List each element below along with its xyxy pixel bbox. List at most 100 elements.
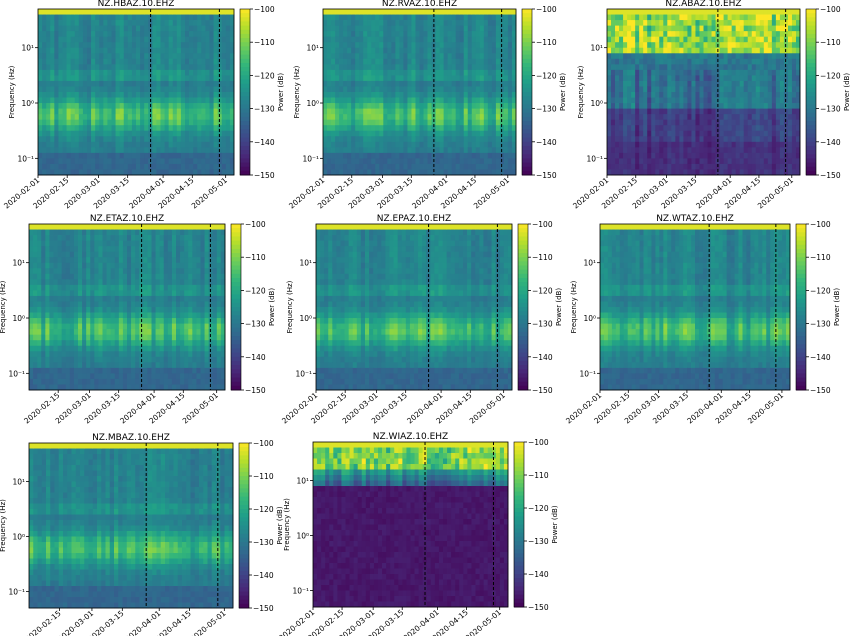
heatmap-cell xyxy=(475,103,481,109)
heatmap-cell xyxy=(107,108,112,115)
heatmap-cell xyxy=(715,114,720,121)
heatmap-cell xyxy=(635,47,640,54)
heatmap-cell xyxy=(751,9,757,15)
heatmap-cell xyxy=(703,58,708,65)
heatmap-cell xyxy=(415,130,420,137)
heatmap-cell xyxy=(387,53,392,60)
heatmap-cell xyxy=(115,97,121,104)
heatmap-cell xyxy=(103,69,108,76)
heatmap-cell xyxy=(475,25,481,32)
heatmap-cell xyxy=(467,114,473,121)
heatmap-cell xyxy=(499,152,505,159)
heatmap-cell xyxy=(643,125,648,132)
heatmap-cell xyxy=(343,169,348,176)
heatmap-cell xyxy=(86,251,91,258)
heatmap-cell xyxy=(707,36,712,43)
heatmap-cell xyxy=(755,152,761,159)
heatmap-cell xyxy=(607,92,612,98)
heatmap-cell xyxy=(168,58,174,65)
heatmap-cell xyxy=(383,58,388,65)
colorbar-segment xyxy=(806,21,816,27)
heatmap-cell xyxy=(127,20,133,26)
heatmap-cell xyxy=(435,147,440,154)
heatmap-cell xyxy=(395,119,400,126)
heatmap-cell xyxy=(491,158,497,165)
heatmap-cell xyxy=(763,97,769,104)
heatmap-cell xyxy=(699,163,704,170)
heatmap-cell xyxy=(201,125,206,132)
heatmap-cell xyxy=(99,141,104,148)
heatmap-cell xyxy=(463,92,469,98)
heatmap-cell xyxy=(61,340,67,347)
heatmap-cell xyxy=(787,64,793,71)
heatmap-cell xyxy=(359,64,364,71)
heatmap-cell xyxy=(707,108,712,115)
heatmap-cell xyxy=(41,284,46,291)
heatmap-cell xyxy=(791,169,797,176)
heatmap-cell xyxy=(37,312,42,319)
heatmap-cell xyxy=(379,130,384,137)
heatmap-cell xyxy=(107,53,112,60)
heatmap-cell xyxy=(160,147,165,154)
heatmap-cell xyxy=(471,80,477,87)
heatmap-cell xyxy=(679,25,684,32)
heatmap-cells xyxy=(29,224,226,391)
heatmap-cell xyxy=(779,53,785,60)
heatmap-cell xyxy=(140,163,145,170)
heatmap-cell xyxy=(103,141,108,148)
heatmap-cell xyxy=(435,36,440,43)
heatmap-cell xyxy=(87,97,92,104)
heatmap-cell xyxy=(419,136,424,143)
heatmap-cell xyxy=(189,47,194,54)
heatmap-cell xyxy=(82,307,87,313)
heatmap-cell xyxy=(771,125,777,132)
heatmap-cell xyxy=(695,108,700,115)
heatmap-cell xyxy=(763,80,769,87)
heatmap-cell xyxy=(399,103,404,109)
heatmap-cell xyxy=(491,108,497,115)
heatmap-cell xyxy=(38,47,43,54)
heatmap-cell xyxy=(743,86,749,93)
heatmap-cell xyxy=(719,103,724,109)
heatmap-cell xyxy=(193,158,198,165)
heatmap-cell xyxy=(611,58,616,65)
heatmap-cell xyxy=(735,114,741,121)
heatmap-cell xyxy=(140,75,145,82)
heatmap-cell xyxy=(225,36,231,43)
heatmap-cell xyxy=(675,141,680,148)
heatmap-cell xyxy=(615,9,620,15)
heatmap-cell xyxy=(475,36,481,43)
heatmap-cell xyxy=(743,31,749,38)
heatmap-cell xyxy=(164,69,170,76)
heatmap-cell xyxy=(659,86,664,93)
heatmap-cell xyxy=(57,279,63,286)
heatmap-cell xyxy=(54,69,59,76)
heatmap-cell xyxy=(379,36,384,43)
heatmap-cell xyxy=(719,64,724,71)
heatmap-cell xyxy=(495,25,501,32)
heatmap-cell xyxy=(69,367,75,374)
heatmap-cell xyxy=(607,163,612,170)
heatmap-cell xyxy=(123,80,129,87)
heatmap-cell xyxy=(423,97,428,104)
heatmap-cell xyxy=(66,141,72,148)
heatmap-cell xyxy=(695,119,700,126)
heatmap-cell xyxy=(335,69,340,76)
heatmap-cell xyxy=(631,47,636,54)
heatmap-cell xyxy=(123,141,129,148)
heatmap-cell xyxy=(54,92,59,98)
heatmap-cell xyxy=(176,92,182,98)
heatmap-cell xyxy=(29,312,34,319)
heatmap-cell xyxy=(795,58,801,65)
heatmap-cell xyxy=(371,152,376,159)
heatmap-cell xyxy=(164,136,170,143)
heatmap-cell xyxy=(323,69,328,76)
heatmap-cell xyxy=(779,14,785,21)
heatmap-cell xyxy=(46,53,51,60)
heatmap-cell xyxy=(419,163,424,170)
heatmap-cell xyxy=(74,58,80,65)
heatmap-cell xyxy=(95,169,100,176)
heatmap-cell xyxy=(355,141,360,148)
heatmap-cell xyxy=(180,158,186,165)
heatmap-cell xyxy=(611,42,616,49)
